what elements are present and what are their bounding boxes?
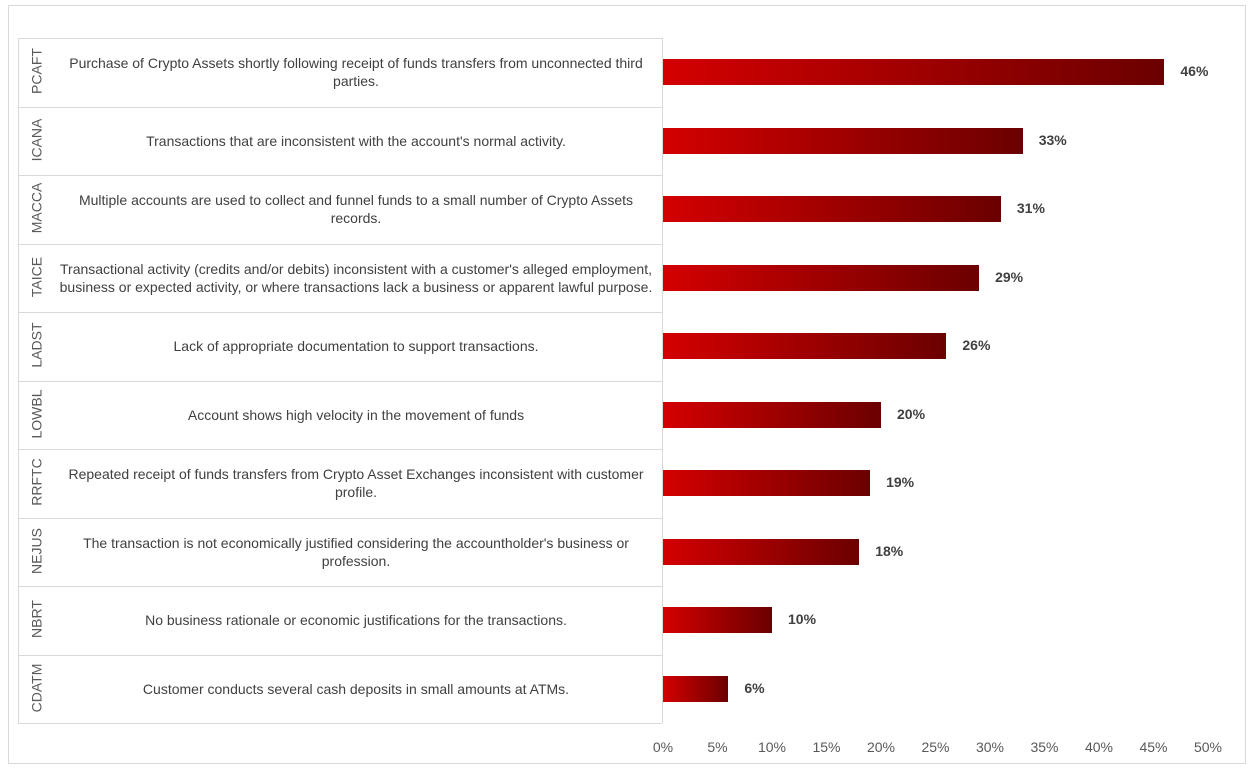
category-code: NBRT: [28, 600, 44, 639]
category-label: The transaction is not economically just…: [83, 534, 629, 569]
bar: [663, 127, 1023, 154]
category-label: Purchase of Crypto Assets shortly follow…: [69, 55, 643, 90]
bar: [663, 675, 729, 702]
bar: [663, 196, 1001, 223]
value-label: 46%: [1180, 63, 1209, 80]
category-label: Lack of appropriate documentation to sup…: [173, 338, 539, 355]
x-tick-label: 20%: [866, 739, 896, 755]
bar: [663, 59, 1165, 86]
category-label: Transactional activity (credits and/or d…: [59, 260, 653, 295]
category-code: TAICE: [28, 256, 44, 297]
x-tick-label: 40%: [1084, 739, 1114, 755]
value-label: 29%: [995, 268, 1024, 285]
x-tick-label: 0%: [652, 739, 674, 755]
x-tick-label: 30%: [975, 739, 1005, 755]
row-border: [18, 175, 662, 176]
value-label: 26%: [962, 337, 991, 354]
category-label: Customer conducts several cash deposits …: [142, 680, 570, 697]
category-label: Transactions that are inconsistent with …: [146, 132, 566, 149]
row-border: [18, 517, 662, 519]
row-border: [18, 586, 662, 587]
value-label: 18%: [875, 542, 904, 559]
bar: [663, 470, 871, 497]
value-label: 33%: [1038, 131, 1067, 148]
x-tick-label: 10%: [757, 739, 787, 755]
table-border: [662, 38, 663, 723]
x-tick-label: 35%: [1030, 739, 1059, 755]
category-code: CDATM: [28, 663, 44, 713]
bar: [663, 538, 860, 565]
category-label: Multiple accounts are used to collect an…: [78, 192, 634, 227]
row-border: [18, 380, 662, 382]
value-label: 20%: [897, 405, 926, 422]
x-tick-label: 15%: [812, 739, 841, 755]
row-border: [18, 312, 662, 313]
bar: [663, 264, 980, 291]
bar: [663, 607, 772, 634]
x-tick-label: 5%: [707, 739, 728, 755]
row-border: [18, 38, 662, 39]
category-code: LADST: [28, 322, 44, 368]
row-border: [18, 449, 662, 450]
bar: [663, 401, 881, 428]
category-code: LOWBL: [28, 389, 44, 439]
bar: [663, 333, 947, 360]
category-code: MACCA: [28, 182, 44, 234]
value-label: 6%: [744, 679, 765, 696]
x-tick-label: 50%: [1193, 739, 1223, 755]
x-tick-label: 45%: [1139, 739, 1168, 755]
value-label: 10%: [788, 611, 817, 628]
row-border: [18, 654, 662, 656]
row-border: [18, 723, 662, 724]
value-label: 31%: [1016, 200, 1045, 217]
category-code: RRFTC: [28, 458, 44, 506]
category-code: ICANA: [28, 118, 44, 162]
category-label: Account shows high velocity in the movem…: [187, 406, 525, 423]
category-code: PCAFT: [28, 48, 44, 95]
category-code: NEJUS: [28, 527, 44, 574]
category-label: No business rationale or economic justif…: [145, 612, 567, 629]
chart-frame: [8, 5, 1246, 764]
row-border: [18, 106, 662, 108]
value-label: 19%: [886, 474, 915, 491]
category-label: Repeated receipt of funds transfers from…: [68, 466, 644, 501]
x-tick-label: 25%: [921, 739, 950, 755]
row-border: [18, 243, 662, 245]
